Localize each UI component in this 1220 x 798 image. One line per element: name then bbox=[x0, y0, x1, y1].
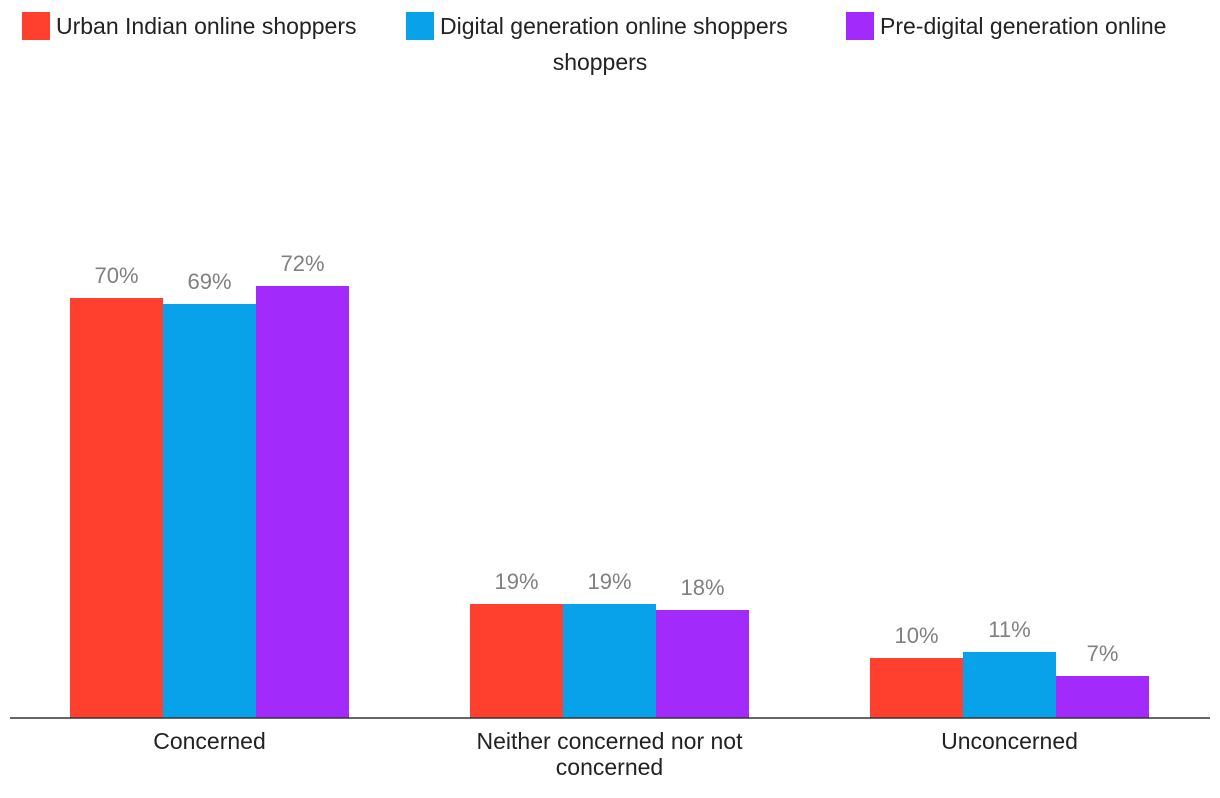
bars-group bbox=[70, 286, 1149, 718]
value-label-concerned-digital: 69% bbox=[187, 269, 231, 294]
legend-label-digital: Digital generation online shoppers bbox=[440, 13, 788, 39]
bar-concerned-predigital bbox=[256, 286, 349, 718]
value-label-neither-predigital: 18% bbox=[680, 575, 724, 600]
bar-neither-digital bbox=[563, 604, 656, 718]
legend-label-predigital-cont: shoppers bbox=[553, 49, 648, 75]
value-label-unconcerned-digital: 11% bbox=[988, 617, 1030, 642]
bar-unconcerned-predigital bbox=[1056, 676, 1149, 718]
category-label-unconcerned: Unconcerned bbox=[941, 728, 1078, 754]
legend-swatch-digital bbox=[406, 12, 434, 40]
legend-label-urban: Urban Indian online shoppers bbox=[56, 13, 356, 39]
legend: Urban Indian online shoppers Digital gen… bbox=[22, 12, 1166, 75]
bar-concerned-urban bbox=[70, 298, 163, 718]
bar-neither-predigital bbox=[656, 610, 749, 718]
category-label-neither-line2: concerned bbox=[556, 754, 663, 780]
value-label-neither-urban: 19% bbox=[494, 569, 538, 594]
legend-label-predigital: Pre-digital generation online bbox=[880, 13, 1166, 39]
value-label-unconcerned-predigital: 7% bbox=[1087, 641, 1119, 666]
value-label-concerned-urban: 70% bbox=[94, 263, 138, 288]
legend-swatch-urban bbox=[22, 12, 50, 40]
bar-concerned-digital bbox=[163, 304, 256, 718]
category-labels-group: Concerned Neither concerned nor notconcer… bbox=[153, 728, 1078, 780]
category-label-concerned: Concerned bbox=[153, 728, 266, 754]
value-labels-group: 70% 69% 72% 19% 19% 18% 10% 11% 7% bbox=[94, 251, 1118, 666]
value-label-concerned-predigital: 72% bbox=[280, 251, 324, 276]
value-label-unconcerned-urban: 10% bbox=[894, 623, 938, 648]
legend-swatch-predigital bbox=[846, 12, 874, 40]
value-label-neither-digital: 19% bbox=[587, 569, 631, 594]
bar-unconcerned-digital bbox=[963, 652, 1056, 718]
bar-unconcerned-urban bbox=[870, 658, 963, 718]
bar-neither-urban bbox=[470, 604, 563, 718]
category-label-neither: Neither concerned nor not bbox=[477, 728, 744, 754]
